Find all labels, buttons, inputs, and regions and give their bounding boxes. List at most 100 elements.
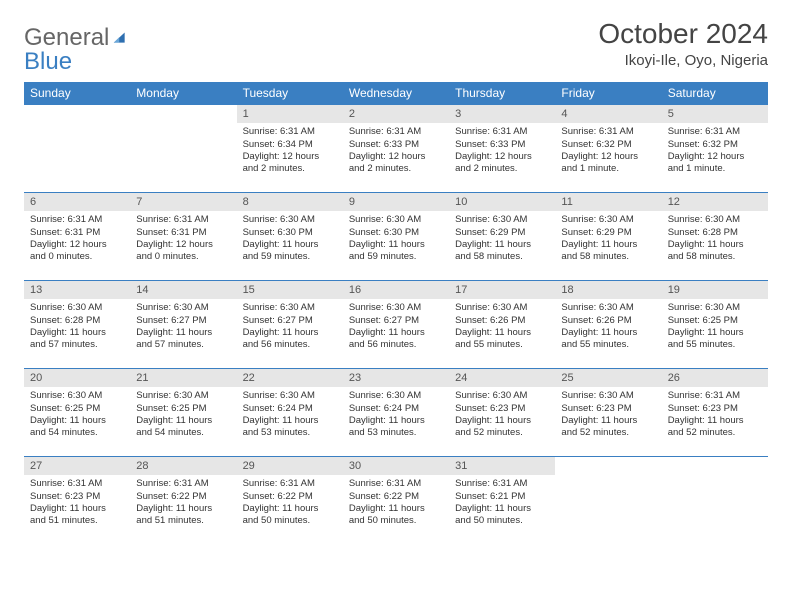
calendar-day-cell: 12Sunrise: 6:30 AMSunset: 6:28 PMDayligh… [662,193,768,281]
day-number: 27 [24,457,130,475]
day-number: 4 [555,105,661,123]
sunrise-text: Sunrise: 6:30 AM [243,214,337,226]
day-details: Sunrise: 6:30 AMSunset: 6:24 PMDaylight:… [237,387,343,442]
calendar-week-row: 27Sunrise: 6:31 AMSunset: 6:23 PMDayligh… [24,457,768,545]
title-block: October 2024 Ikoyi-Ile, Oyo, Nigeria [598,18,768,69]
sunset-text: Sunset: 6:27 PM [136,315,230,327]
daylight-text: Daylight: 11 hours and 52 minutes. [561,415,655,440]
day-header: Friday [555,82,661,105]
day-number: 2 [343,105,449,123]
daylight-text: Daylight: 11 hours and 58 minutes. [668,239,762,264]
sunset-text: Sunset: 6:30 PM [349,227,443,239]
day-details: Sunrise: 6:30 AMSunset: 6:29 PMDaylight:… [449,211,555,266]
calendar-day-cell: 21Sunrise: 6:30 AMSunset: 6:25 PMDayligh… [130,369,236,457]
day-number: 22 [237,369,343,387]
daylight-text: Daylight: 11 hours and 51 minutes. [30,503,124,528]
calendar-day-cell: 24Sunrise: 6:30 AMSunset: 6:23 PMDayligh… [449,369,555,457]
calendar-table: SundayMondayTuesdayWednesdayThursdayFrid… [24,82,768,545]
daylight-text: Daylight: 12 hours and 1 minute. [668,151,762,176]
day-details: Sunrise: 6:30 AMSunset: 6:23 PMDaylight:… [449,387,555,442]
day-header: Sunday [24,82,130,105]
sunset-text: Sunset: 6:33 PM [349,139,443,151]
day-details: Sunrise: 6:31 AMSunset: 6:23 PMDaylight:… [662,387,768,442]
sunset-text: Sunset: 6:24 PM [243,403,337,415]
logo: GeneralBlue [24,26,129,74]
daylight-text: Daylight: 11 hours and 59 minutes. [349,239,443,264]
calendar-day-cell: 28Sunrise: 6:31 AMSunset: 6:22 PMDayligh… [130,457,236,545]
sunrise-text: Sunrise: 6:30 AM [561,214,655,226]
day-number: 28 [130,457,236,475]
calendar-day-cell: 18Sunrise: 6:30 AMSunset: 6:26 PMDayligh… [555,281,661,369]
day-details: Sunrise: 6:31 AMSunset: 6:31 PMDaylight:… [130,211,236,266]
sunset-text: Sunset: 6:22 PM [243,491,337,503]
daylight-text: Daylight: 11 hours and 58 minutes. [561,239,655,264]
day-header: Tuesday [237,82,343,105]
sunrise-text: Sunrise: 6:30 AM [561,302,655,314]
sunrise-text: Sunrise: 6:30 AM [561,390,655,402]
daylight-text: Daylight: 11 hours and 50 minutes. [349,503,443,528]
sunrise-text: Sunrise: 6:31 AM [455,126,549,138]
daylight-text: Daylight: 11 hours and 56 minutes. [349,327,443,352]
day-number: 1 [237,105,343,123]
sunset-text: Sunset: 6:25 PM [30,403,124,415]
calendar-empty-cell [662,457,768,545]
daylight-text: Daylight: 12 hours and 2 minutes. [455,151,549,176]
sunset-text: Sunset: 6:33 PM [455,139,549,151]
calendar-day-cell: 4Sunrise: 6:31 AMSunset: 6:32 PMDaylight… [555,105,661,193]
day-details: Sunrise: 6:30 AMSunset: 6:23 PMDaylight:… [555,387,661,442]
sunrise-text: Sunrise: 6:30 AM [30,390,124,402]
daylight-text: Daylight: 11 hours and 54 minutes. [30,415,124,440]
sunset-text: Sunset: 6:23 PM [561,403,655,415]
calendar-week-row: 6Sunrise: 6:31 AMSunset: 6:31 PMDaylight… [24,193,768,281]
daylight-text: Daylight: 11 hours and 51 minutes. [136,503,230,528]
daylight-text: Daylight: 11 hours and 52 minutes. [455,415,549,440]
sunset-text: Sunset: 6:32 PM [668,139,762,151]
sunrise-text: Sunrise: 6:31 AM [349,126,443,138]
sunrise-text: Sunrise: 6:30 AM [455,390,549,402]
calendar-day-cell: 15Sunrise: 6:30 AMSunset: 6:27 PMDayligh… [237,281,343,369]
day-details: Sunrise: 6:31 AMSunset: 6:31 PMDaylight:… [24,211,130,266]
sunset-text: Sunset: 6:25 PM [136,403,230,415]
sunrise-text: Sunrise: 6:30 AM [349,214,443,226]
day-details: Sunrise: 6:31 AMSunset: 6:22 PMDaylight:… [237,475,343,530]
sunset-text: Sunset: 6:31 PM [136,227,230,239]
calendar-day-cell: 29Sunrise: 6:31 AMSunset: 6:22 PMDayligh… [237,457,343,545]
sunrise-text: Sunrise: 6:30 AM [349,302,443,314]
day-number: 17 [449,281,555,299]
calendar-day-cell: 9Sunrise: 6:30 AMSunset: 6:30 PMDaylight… [343,193,449,281]
daylight-text: Daylight: 12 hours and 1 minute. [561,151,655,176]
daylight-text: Daylight: 12 hours and 2 minutes. [349,151,443,176]
day-number: 30 [343,457,449,475]
day-number: 31 [449,457,555,475]
sunset-text: Sunset: 6:25 PM [668,315,762,327]
day-header: Thursday [449,82,555,105]
logo-text-blue: Blue [24,48,72,75]
header: GeneralBlue October 2024 Ikoyi-Ile, Oyo,… [24,18,768,74]
daylight-text: Daylight: 11 hours and 59 minutes. [243,239,337,264]
sunset-text: Sunset: 6:23 PM [668,403,762,415]
sunrise-text: Sunrise: 6:30 AM [243,302,337,314]
sunset-text: Sunset: 6:27 PM [243,315,337,327]
day-details: Sunrise: 6:30 AMSunset: 6:25 PMDaylight:… [662,299,768,354]
calendar-day-cell: 26Sunrise: 6:31 AMSunset: 6:23 PMDayligh… [662,369,768,457]
daylight-text: Daylight: 11 hours and 58 minutes. [455,239,549,264]
day-number: 3 [449,105,555,123]
sunrise-text: Sunrise: 6:31 AM [349,478,443,490]
calendar-week-row: 13Sunrise: 6:30 AMSunset: 6:28 PMDayligh… [24,281,768,369]
sunrise-text: Sunrise: 6:31 AM [136,478,230,490]
calendar-empty-cell [24,105,130,193]
sunset-text: Sunset: 6:32 PM [561,139,655,151]
sunrise-text: Sunrise: 6:31 AM [136,214,230,226]
sunrise-text: Sunrise: 6:31 AM [243,126,337,138]
daylight-text: Daylight: 11 hours and 50 minutes. [455,503,549,528]
calendar-day-cell: 23Sunrise: 6:30 AMSunset: 6:24 PMDayligh… [343,369,449,457]
daylight-text: Daylight: 11 hours and 50 minutes. [243,503,337,528]
day-details: Sunrise: 6:31 AMSunset: 6:33 PMDaylight:… [343,123,449,178]
daylight-text: Daylight: 11 hours and 52 minutes. [668,415,762,440]
day-number: 14 [130,281,236,299]
sunrise-text: Sunrise: 6:30 AM [668,214,762,226]
sunrise-text: Sunrise: 6:30 AM [455,302,549,314]
daylight-text: Daylight: 12 hours and 0 minutes. [30,239,124,264]
logo-sail-icon [111,26,129,50]
daylight-text: Daylight: 12 hours and 2 minutes. [243,151,337,176]
